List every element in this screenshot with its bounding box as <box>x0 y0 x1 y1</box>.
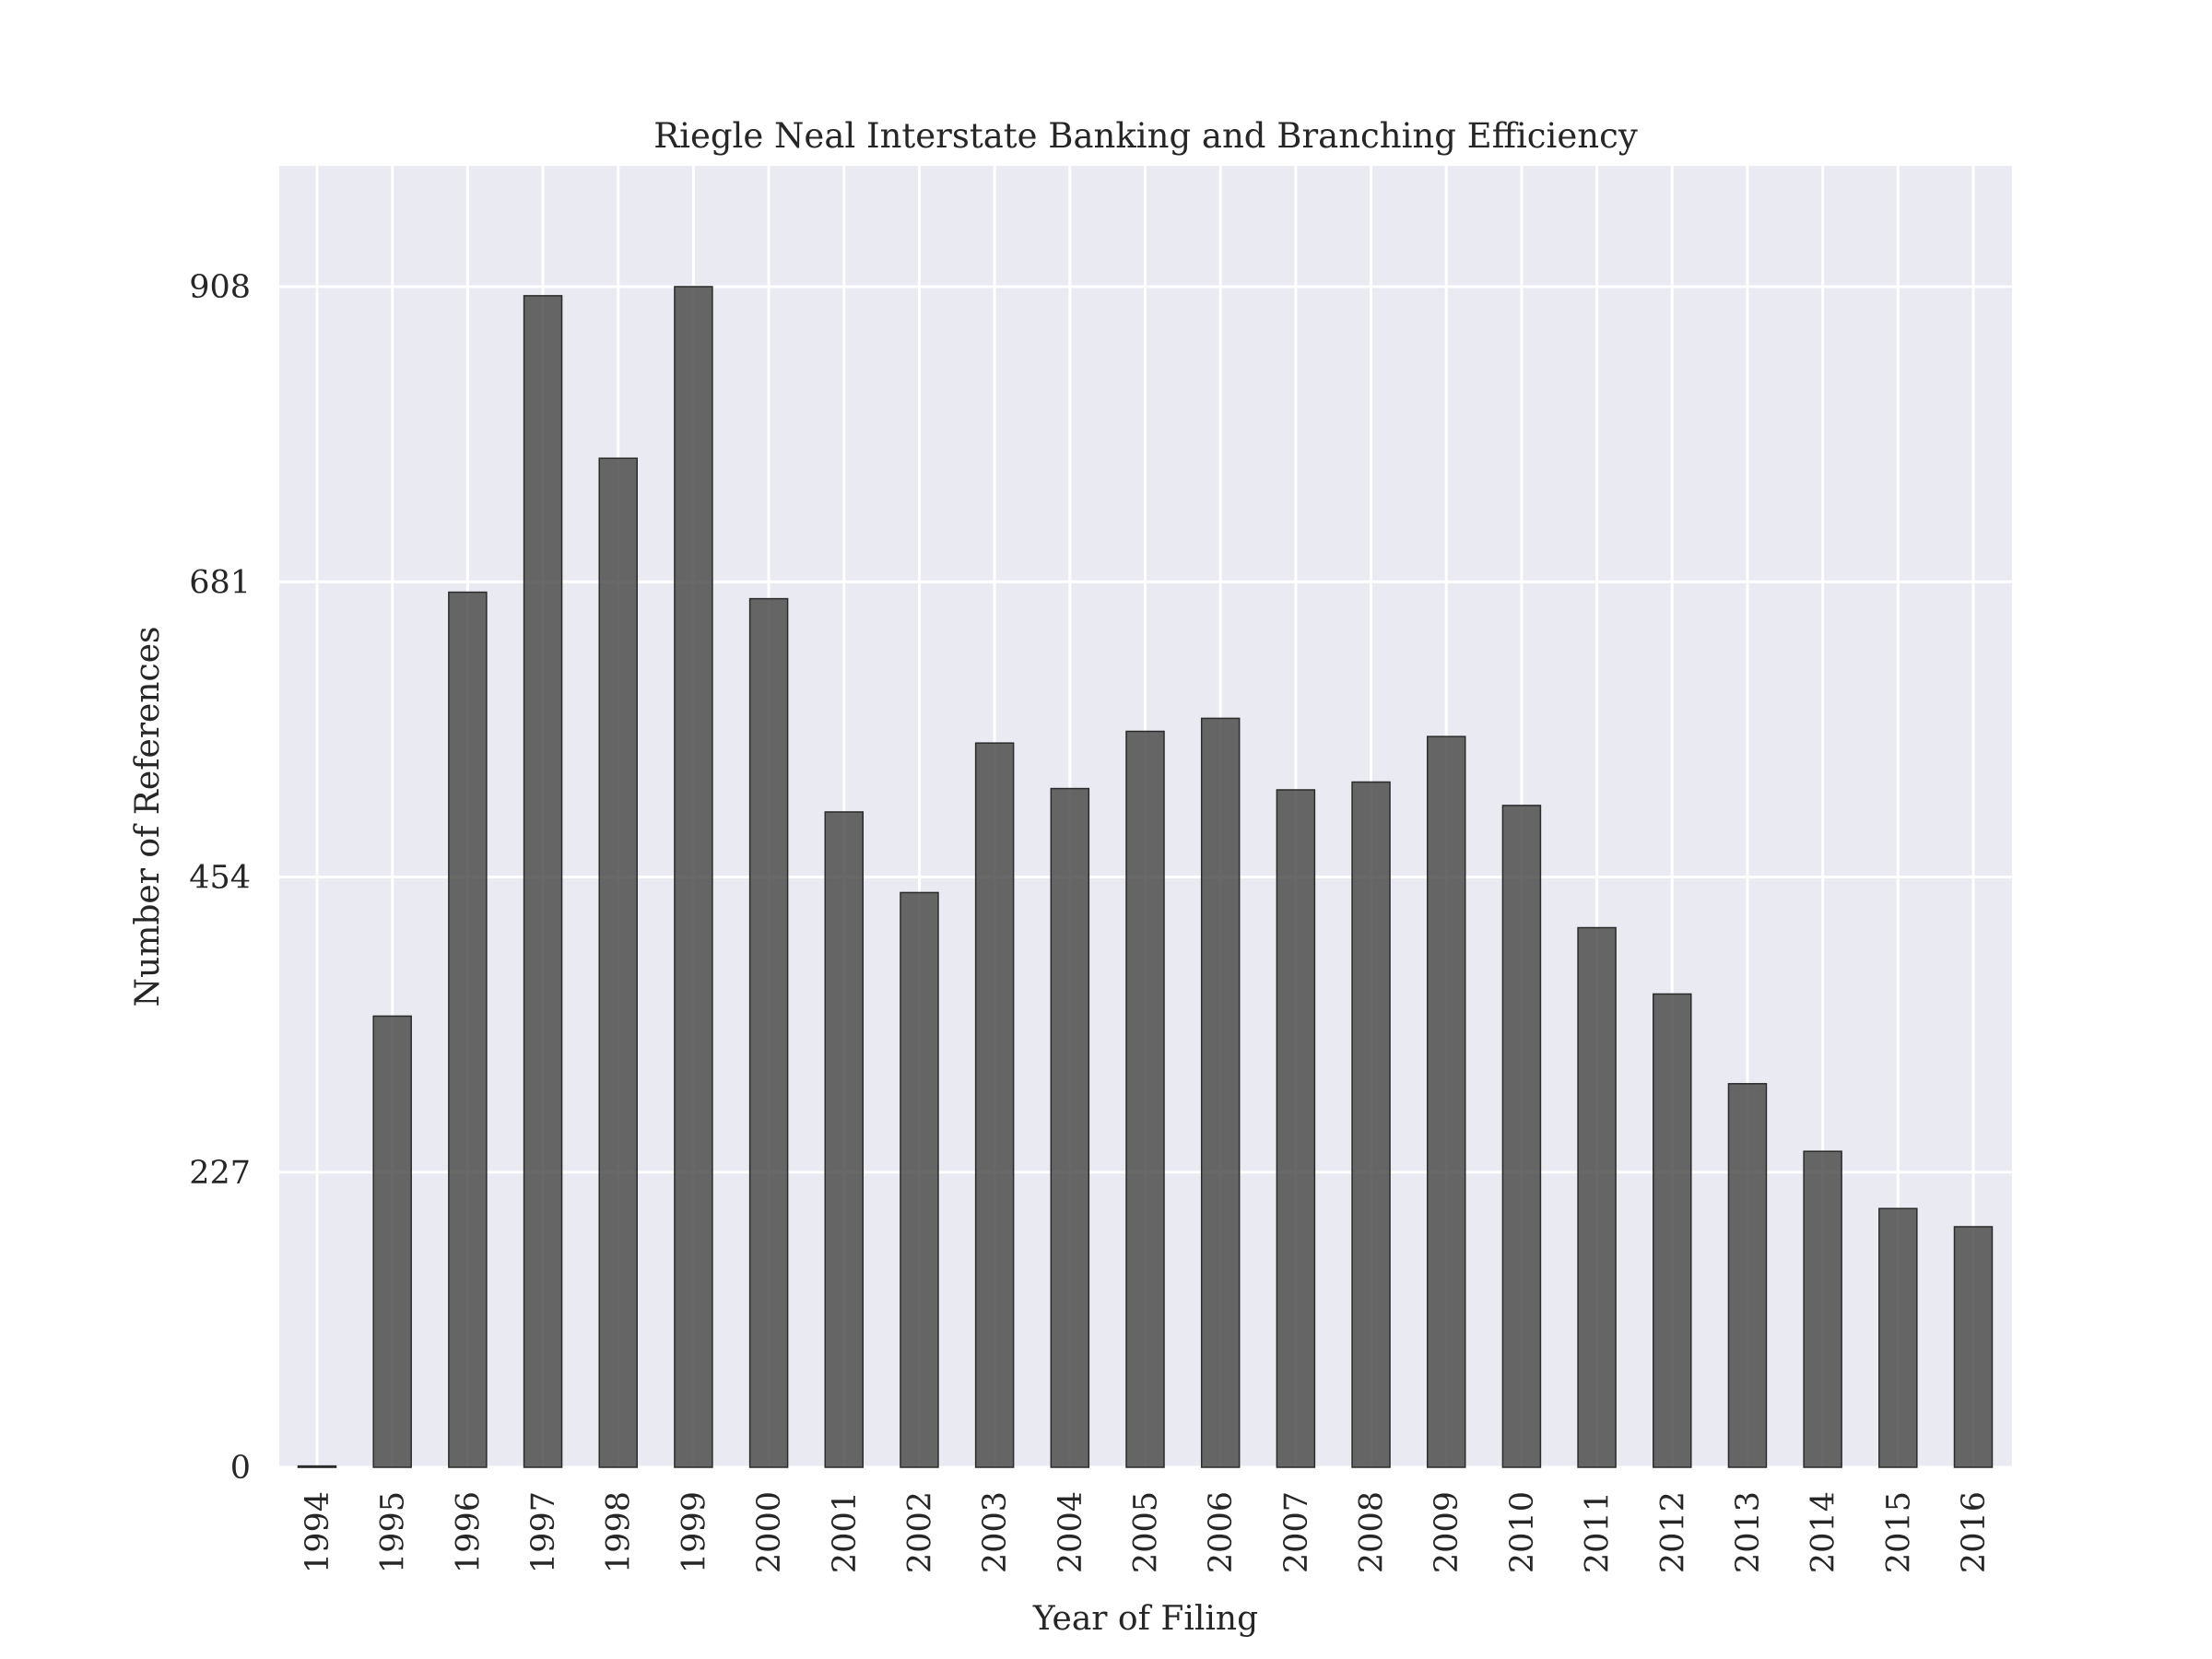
bar-2005 <box>1125 730 1165 1468</box>
bar-1995 <box>372 1015 412 1468</box>
bar-1997 <box>523 295 563 1468</box>
x-tick-label: 2005 <box>1128 1491 1165 1573</box>
bar-1994 <box>297 1465 337 1468</box>
bar-2001 <box>824 811 865 1468</box>
x-tick-label: 2006 <box>1203 1491 1240 1573</box>
x-tick-label: 1999 <box>676 1491 712 1573</box>
x-tick-label: 2011 <box>1580 1491 1617 1573</box>
bar-2010 <box>1501 805 1542 1468</box>
x-tick-label: 2003 <box>977 1491 1014 1573</box>
bar-1996 <box>448 591 488 1468</box>
bar-2002 <box>900 891 939 1468</box>
x-tick-label: 2000 <box>751 1491 788 1573</box>
x-tick-label: 2014 <box>1806 1491 1842 1573</box>
y-axis-label: Number of References <box>129 627 167 1007</box>
x-tick-label: 1996 <box>450 1491 487 1573</box>
x-tick-label: 1995 <box>375 1491 412 1573</box>
y-tick-label: 908 <box>189 269 251 306</box>
bar-2003 <box>974 742 1015 1468</box>
x-tick-label: 2013 <box>1730 1491 1767 1573</box>
y-tick-labels: 0 227 454 681 908 <box>189 269 251 1487</box>
bar-2007 <box>1276 789 1316 1468</box>
bar-2012 <box>1653 993 1692 1468</box>
bar-1999 <box>674 286 713 1468</box>
x-tick-labels: 1994 1995 1996 1997 1998 1999 2000 2001 2002 2003… <box>300 1491 1993 1573</box>
x-tick-label: 1994 <box>300 1491 336 1573</box>
y-tick-label: 227 <box>189 1155 251 1192</box>
bar-2004 <box>1050 787 1090 1468</box>
x-tick-label: 2010 <box>1504 1491 1541 1573</box>
x-tick-label: 2002 <box>901 1491 938 1573</box>
x-tick-label: 2007 <box>1278 1491 1315 1573</box>
x-tick-label: 2016 <box>1956 1491 1993 1573</box>
bar-2009 <box>1426 735 1466 1468</box>
x-tick-label: 1998 <box>601 1491 638 1573</box>
bar-1998 <box>598 457 638 1468</box>
x-tick-label: 2012 <box>1654 1491 1691 1573</box>
chart-title: Riegle Neal Interstate Banking and Branc… <box>653 116 1638 156</box>
x-tick-label: 2001 <box>827 1491 864 1573</box>
bar-2000 <box>748 597 789 1468</box>
y-tick-label: 681 <box>189 564 251 601</box>
x-tick-label: 2015 <box>1880 1491 1917 1573</box>
bar-2014 <box>1803 1150 1842 1468</box>
x-axis-label: Year of Filing <box>1032 1600 1258 1638</box>
x-tick-label: 2008 <box>1354 1491 1391 1573</box>
x-tick-label: 2004 <box>1053 1491 1089 1573</box>
x-tick-label: 1997 <box>525 1491 562 1573</box>
bar-2015 <box>1878 1207 1918 1468</box>
bar-2016 <box>1953 1226 1994 1468</box>
y-tick-label: 454 <box>189 860 251 897</box>
y-tick-label: 0 <box>230 1450 251 1487</box>
bars <box>297 286 1994 1468</box>
bar-2008 <box>1351 781 1391 1468</box>
bar-2006 <box>1200 717 1241 1468</box>
x-tick-label: 2009 <box>1429 1491 1465 1573</box>
bar-2013 <box>1727 1083 1768 1468</box>
bar-2011 <box>1577 926 1617 1468</box>
